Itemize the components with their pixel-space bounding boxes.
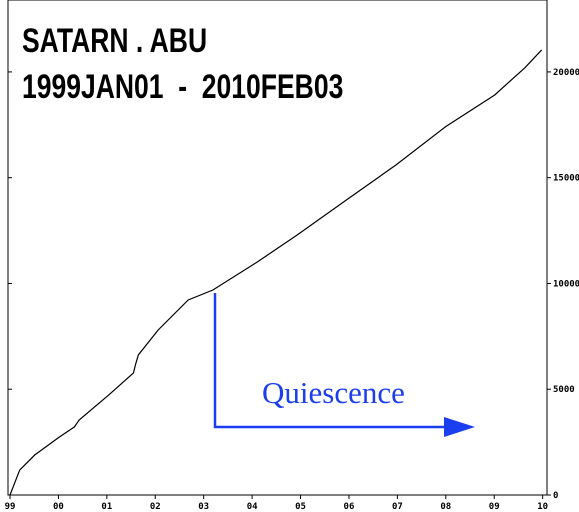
x-tick-label: 04 — [247, 502, 258, 512]
x-tick-label: 02 — [150, 502, 161, 512]
chart-subtitle: 1999JAN01 - 2010FEB03 — [22, 68, 343, 106]
x-tick-label: 00 — [53, 502, 64, 512]
chart-title: SATARN . ABU — [22, 22, 207, 60]
plot-frame — [7, 0, 548, 496]
annotation: Quiescence — [262, 375, 405, 410]
x-tick-label: 06 — [344, 502, 355, 512]
x-tick-label: 09 — [489, 502, 500, 512]
y-tick-label: 10000 — [553, 279, 579, 289]
x-tick-label: 10 — [537, 502, 548, 512]
x-tick-label: 99 — [5, 502, 16, 512]
y-tick-label: 20000 — [553, 68, 579, 78]
x-tick-label: 07 — [392, 502, 403, 512]
x-tick-label: 08 — [440, 502, 451, 512]
y-tick-label: 15000 — [553, 174, 579, 184]
annotation-arrow — [213, 293, 448, 429]
y-tick-label: 0 — [553, 491, 558, 501]
x-tick-label: 03 — [198, 502, 209, 512]
annotation-arrowhead — [444, 417, 475, 437]
x-tick-label: 05 — [295, 502, 306, 512]
x-tick-label: 01 — [101, 502, 112, 512]
y-tick-label: 5000 — [553, 385, 575, 395]
data-line — [9, 49, 543, 496]
